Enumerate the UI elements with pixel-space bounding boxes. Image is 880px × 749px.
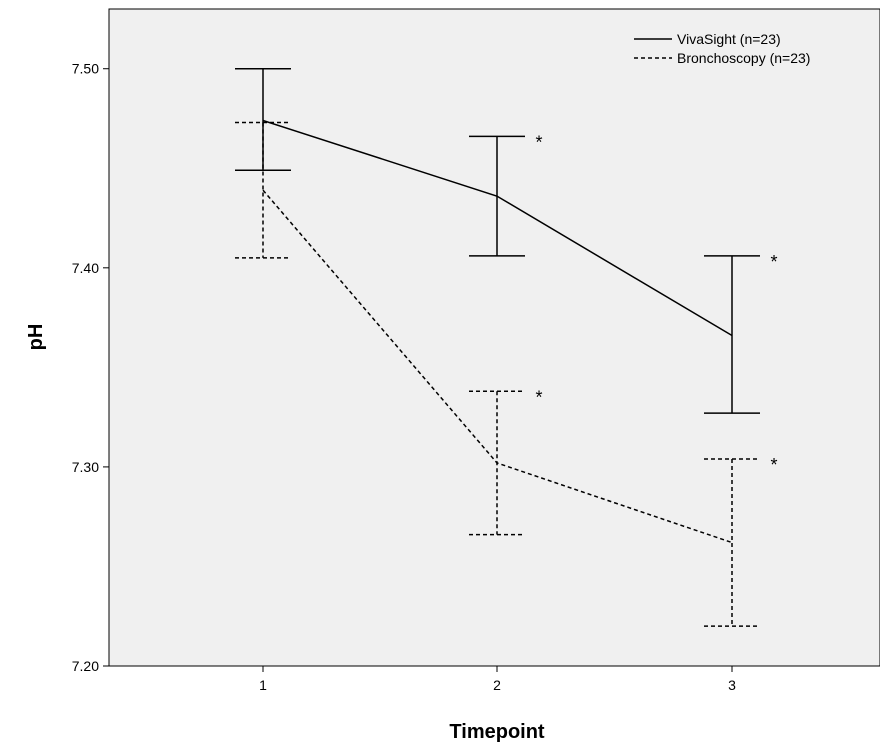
y-tick-label: 7.40 [72,260,99,276]
series-layer: **** [235,67,778,627]
legend-label-vivasight: VivaSight (n=23) [677,31,781,47]
error-bar-vivasight [704,255,760,414]
error-bar-bronchoscopy [235,121,291,259]
y-axis-title: pH [25,324,47,351]
y-tick-label: 7.50 [72,61,99,77]
x-axis: 1 2 3 [259,666,736,693]
plot-area [108,8,880,667]
significance-marker: * [770,252,777,272]
x-tick-label: 3 [728,677,736,693]
error-bar-vivasight [469,135,525,257]
error-bar-bronchoscopy [704,458,760,627]
significance-marker: * [535,132,542,152]
y-tick-label: 7.20 [72,658,99,674]
x-tick-label: 2 [493,677,501,693]
significance-marker: * [535,387,542,407]
x-tick-label: 1 [259,677,267,693]
y-axis: 7.20 7.30 7.40 7.50 [72,61,109,674]
legend-label-bronchoscopy: Bronchoscopy (n=23) [677,50,810,66]
significance-marker: * [770,455,777,475]
y-tick-label: 7.30 [72,459,99,475]
legend: VivaSight (n=23) Bronchoscopy (n=23) [634,31,810,66]
series-bronchoscopy: ** [235,121,778,627]
x-axis-title: Timepoint [449,721,545,743]
series-vivasight: ** [235,67,778,414]
error-bar-bronchoscopy [469,390,525,536]
